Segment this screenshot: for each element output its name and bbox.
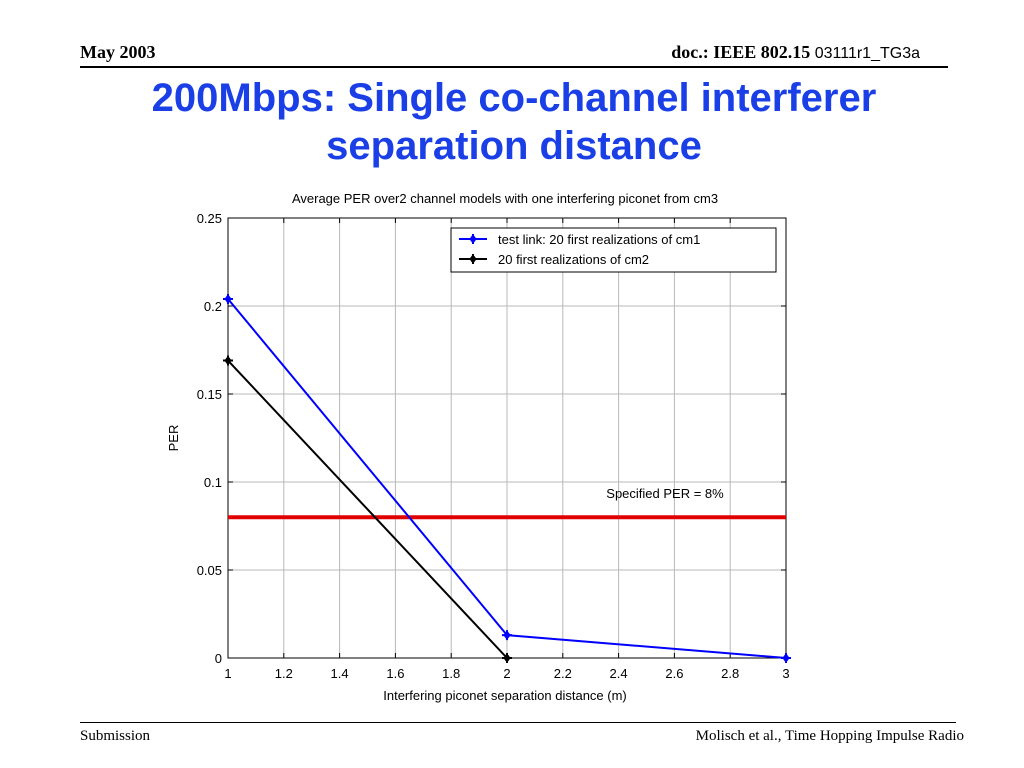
slide-title-line1: 200Mbps: Single co-channel interferer — [151, 76, 877, 120]
x-tick-label: 3 — [782, 666, 789, 681]
x-tick-label: 2.4 — [610, 666, 628, 681]
doc-label: doc.: IEEE 802.15 — [671, 42, 811, 62]
footer-right: Molisch et al., Time Hopping Impulse Rad… — [695, 728, 964, 744]
x-tick-label: 1.4 — [331, 666, 349, 681]
x-tick-label: 2 — [503, 666, 510, 681]
x-tick-label: 1 — [224, 666, 231, 681]
x-tick-label: 2.2 — [554, 666, 572, 681]
data-point — [224, 294, 232, 304]
x-axis-label: Interfering piconet separation distance … — [383, 688, 627, 703]
data-point — [503, 630, 511, 640]
grid — [227, 217, 787, 659]
x-tick-label: 2.8 — [721, 666, 739, 681]
header-doc-id: doc.: IEEE 802.15 03111r1_TG3a — [671, 42, 920, 63]
data-point — [469, 234, 477, 244]
y-tick-label: 0.15 — [197, 387, 222, 402]
y-tick-label: 0.1 — [204, 475, 222, 490]
y-tick-label: 0.2 — [204, 299, 222, 314]
x-tick-label: 1.8 — [442, 666, 460, 681]
threshold-label: Specified PER = 8% — [606, 486, 724, 501]
y-axis-label: PER — [166, 425, 181, 452]
data-point — [469, 254, 477, 264]
doc-number: 03111r1_TG3a — [814, 45, 920, 62]
x-tick-label: 1.2 — [275, 666, 293, 681]
y-tick-label: 0 — [215, 651, 222, 666]
series-lines: Specified PER = 8% — [223, 293, 791, 663]
legend-box — [450, 227, 777, 273]
header-rule — [80, 66, 948, 68]
footer-left: Submission — [80, 728, 151, 744]
data-point — [224, 355, 232, 366]
data-point — [503, 653, 511, 663]
y-tick-label: 0.25 — [197, 211, 222, 226]
data-point — [782, 653, 790, 663]
axis-ticks: 1 1.2 1.4 1.6 1.8 2 2.2 2.4 2.6 2.8 3 0 0.05 0.1 0.15 0… — [197, 211, 790, 681]
legend-label: 20 first realizations of cm2 — [498, 252, 649, 267]
legend-label: test link: 20 first realizations of cm1 — [498, 232, 700, 247]
y-tick-label: 0.05 — [197, 563, 222, 578]
x-tick-label: 2.6 — [665, 666, 683, 681]
series-line-2 — [227, 359, 508, 659]
footer-rule — [80, 722, 956, 723]
chart-title: Average PER over2 channel models with on… — [292, 191, 718, 206]
header-date: May 2003 — [80, 42, 156, 62]
x-tick-label: 1.6 — [386, 666, 404, 681]
legend: test link: 20 first realizations of cm1 2… — [450, 227, 777, 273]
slide-title-line2: separation distance — [326, 124, 702, 168]
slide-title: 200Mbps: Single co-channel interferer se… — [60, 74, 968, 170]
